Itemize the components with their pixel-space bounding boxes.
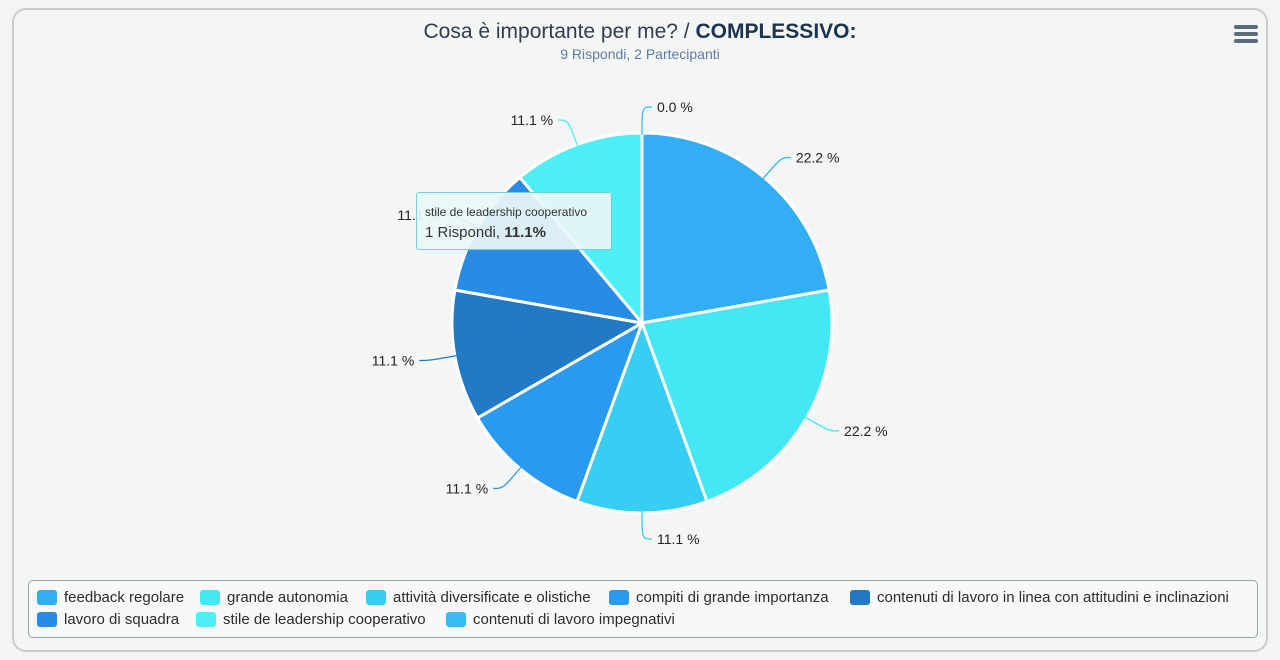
legend-swatch xyxy=(37,590,57,605)
legend-label: stile de leadership cooperativo xyxy=(223,611,426,628)
chart-title-main: Cosa è importante per me? / xyxy=(423,20,696,43)
legend-label: grande autonomia xyxy=(227,589,348,606)
legend-item-lavoro-di-squadra[interactable]: lavoro di squadra xyxy=(37,611,179,628)
tooltip-percent: 11.1% xyxy=(504,224,546,241)
pie-chart: 22.2 % 22.2 % 11.1 % 11.1 % 11.1 % 11.1 % 11.1… xyxy=(372,99,888,547)
legend-label: feedback regolare xyxy=(64,589,185,606)
data-label-connector xyxy=(804,416,840,432)
chart-legend: feedback regolare grande autonomia attiv… xyxy=(28,580,1258,638)
data-label-connector xyxy=(641,510,653,540)
data-label-connector xyxy=(493,466,522,490)
data-label-connector xyxy=(762,156,791,180)
hamburger-menu-icon[interactable] xyxy=(1234,25,1258,45)
tooltip-series-name: stile de leadership cooperativo xyxy=(425,205,588,219)
data-label: 11.1 % xyxy=(511,112,554,128)
legend-label: compiti di grande importanza xyxy=(636,589,829,606)
legend-item-attivita-diversificate[interactable]: attività diversificate e olistiche xyxy=(366,589,591,606)
legend-label: lavoro di squadra xyxy=(64,611,180,628)
chart-title: Cosa è importante per me? / COMPLESSIVO: xyxy=(0,20,1280,44)
legend-swatch xyxy=(609,590,629,605)
legend-swatch xyxy=(37,612,57,627)
legend-swatch xyxy=(196,612,216,627)
legend-item-feedback-regolare[interactable]: feedback regolare xyxy=(37,589,184,606)
chart-title-bold: COMPLESSIVO: xyxy=(695,20,857,43)
legend-label: attività diversificate e olistiche xyxy=(393,589,591,606)
chart-tooltip: stile de leadership cooperativo 1 Rispon… xyxy=(416,192,612,250)
legend-label: contenuti di lavoro in linea con attitud… xyxy=(877,589,1229,606)
data-label: 0.0 % xyxy=(657,99,693,115)
legend-swatch xyxy=(850,590,870,605)
data-label: 22.2 % xyxy=(796,150,840,166)
data-label-connector xyxy=(419,355,457,362)
data-label: 11.1 % xyxy=(372,353,415,369)
legend-label: contenuti di lavoro impegnativi xyxy=(473,611,675,628)
data-label: 11.1 % xyxy=(446,480,489,496)
chart-subtitle: 9 Rispondi, 2 Partecipanti xyxy=(560,46,720,62)
legend-item-contenuti-lavoro-attitudini[interactable]: contenuti di lavoro in linea con attitud… xyxy=(850,589,1229,606)
legend-item-contenuti-impegnativi[interactable]: contenuti di lavoro impegnativi xyxy=(446,611,675,628)
legend-swatch xyxy=(366,590,386,605)
data-label: 22.2 % xyxy=(844,423,888,439)
data-label-connector xyxy=(558,119,579,147)
legend-swatch xyxy=(200,590,220,605)
legend-item-compiti-grande-importanza[interactable]: compiti di grande importanza xyxy=(609,589,829,606)
tooltip-value: 1 Rispondi, 11.1% xyxy=(425,224,611,241)
tooltip-count: 1 Rispondi, xyxy=(425,224,505,241)
data-label-connector xyxy=(641,106,653,136)
legend-item-grande-autonomia[interactable]: grande autonomia xyxy=(200,589,348,606)
legend-swatch xyxy=(446,612,466,627)
data-label: 11.1 % xyxy=(657,531,700,547)
legend-item-stile-leadership[interactable]: stile de leadership cooperativo xyxy=(196,611,426,628)
